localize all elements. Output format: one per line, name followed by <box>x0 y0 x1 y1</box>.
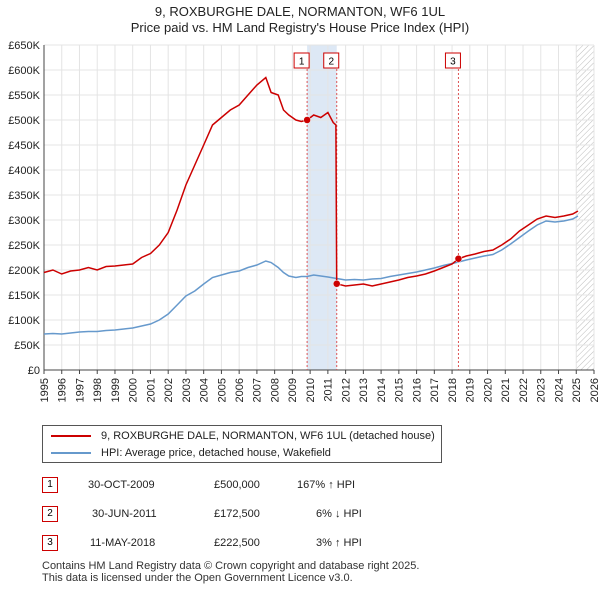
future-hatch <box>576 45 594 370</box>
legend-label-property: 9, ROXBURGHE DALE, NORMANTON, WF6 1UL (d… <box>101 430 435 442</box>
sale-price: £172,500 <box>214 508 260 520</box>
sale-marker-label: 3 <box>450 57 456 68</box>
footer-attribution: Contains HM Land Registry data © Crown c… <box>42 560 419 584</box>
x-tick-label: 2015 <box>394 378 406 402</box>
sale-hpi-change: 167% ↑ HPI <box>297 479 356 491</box>
x-tick-label: 2020 <box>482 378 494 402</box>
footer-licence: This data is licensed under the Open Gov… <box>42 572 353 584</box>
x-tick-label: 2002 <box>163 378 175 402</box>
x-tick-label: 2001 <box>145 378 157 402</box>
x-tick-label: 2010 <box>305 378 317 402</box>
sale-number-badge: 2 <box>42 506 58 522</box>
x-tick-label: 1997 <box>74 378 86 402</box>
sale-point <box>303 116 311 124</box>
legend-label-hpi: HPI: Average price, detached house, Wake… <box>101 447 331 459</box>
y-tick-label: £100K <box>8 315 40 327</box>
x-tick-label: 2008 <box>269 378 281 402</box>
legend-swatch-hpi <box>51 452 91 454</box>
x-tick-label: 2007 <box>252 378 264 402</box>
series-line <box>43 76 579 287</box>
sale-marker-box <box>323 52 340 69</box>
chart-legend: 9, ROXBURGHE DALE, NORMANTON, WF6 1UL (d… <box>42 425 442 463</box>
y-tick-label: £150K <box>8 290 40 302</box>
chart-title-subtitle: Price paid vs. HM Land Registry's House … <box>130 20 470 35</box>
y-tick-label: £250K <box>8 240 40 252</box>
x-tick-label: 2011 <box>323 378 335 402</box>
x-tick-label: 2003 <box>181 378 193 402</box>
y-tick-label: £300K <box>8 215 40 227</box>
x-tick-label: 2012 <box>340 378 352 402</box>
y-tick-label: £450K <box>8 140 40 152</box>
x-tick-label: 1998 <box>92 378 104 402</box>
sale-number-badge: 1 <box>42 477 58 493</box>
y-tick-label: £600K <box>8 65 40 77</box>
sale-hpi-change: 3% ↑ HPI <box>316 537 362 549</box>
x-tick-label: 1999 <box>110 378 122 402</box>
sale-marker-label: 2 <box>328 57 334 68</box>
sale-price: £500,000 <box>214 479 260 491</box>
x-tick-label: 2014 <box>376 378 388 402</box>
sale-point <box>454 255 463 263</box>
y-tick-label: £350K <box>8 190 40 202</box>
sale-row: 2 30-JUN-2011 £172,500 6% ↓ HPI <box>42 504 562 524</box>
price-chart: £0 £50K £100K £150K £200K £250K £300K £350K £400… <box>8 40 600 402</box>
x-tick-label: 2000 <box>128 378 140 402</box>
y-tick-label: £50K <box>14 340 40 352</box>
x-tick-label: 2024 <box>553 378 565 402</box>
x-tick-label: 2013 <box>358 378 370 402</box>
sale-number-badge: 3 <box>42 535 58 551</box>
sale-point <box>332 280 341 288</box>
x-tick-label: 2019 <box>465 378 477 402</box>
legend-item-hpi: HPI: Average price, detached house, Wake… <box>51 445 331 461</box>
x-tick-label: 2009 <box>287 378 299 402</box>
legend-item-property: 9, ROXBURGHE DALE, NORMANTON, WF6 1UL (d… <box>51 428 435 444</box>
sale-date: 30-JUN-2011 <box>92 508 157 520</box>
y-tick-label: £200K <box>8 265 40 277</box>
sale-marker-label: 1 <box>299 57 305 68</box>
x-tick-label: 2006 <box>234 378 246 402</box>
legend-swatch-property <box>51 435 91 437</box>
y-tick-label: £400K <box>8 165 40 177</box>
x-tick-label: 2023 <box>536 378 548 402</box>
sale-date: 11-MAY-2018 <box>90 537 156 549</box>
footer-copyright: Contains HM Land Registry data © Crown c… <box>42 560 420 572</box>
y-tick-label: £650K <box>8 40 40 52</box>
x-tick-label: 2017 <box>429 378 441 402</box>
x-tick-label: 1995 <box>39 378 51 402</box>
x-tick-label: 2004 <box>199 378 211 402</box>
x-tick-label: 2016 <box>411 378 423 402</box>
x-tick-label: 1996 <box>57 378 69 402</box>
sale-hpi-change: 6% ↓ HPI <box>316 508 362 520</box>
sale-marker-box <box>444 52 461 69</box>
shaded-period <box>307 45 337 370</box>
sale-row: 1 30-OCT-2009 £500,000 167% ↑ HPI <box>42 475 562 495</box>
x-tick-label: 2026 <box>589 378 600 402</box>
series-line <box>43 215 579 335</box>
sale-price: £222,500 <box>214 537 260 549</box>
x-tick-label: 2018 <box>447 378 459 402</box>
sale-marker-box <box>293 52 310 69</box>
x-tick-label: 2025 <box>571 378 583 402</box>
x-tick-label: 2005 <box>216 378 228 402</box>
x-tick-label: 2022 <box>518 378 530 402</box>
y-tick-label: £500K <box>8 115 40 127</box>
x-tick-label: 2021 <box>500 378 512 402</box>
y-tick-label: £0 <box>28 365 40 377</box>
y-tick-label: £550K <box>8 90 40 102</box>
chart-title-address: 9, ROXBURGHE DALE, NORMANTON, WF6 1UL <box>154 4 446 19</box>
sale-date: 30-OCT-2009 <box>88 479 155 491</box>
sale-row: 3 11-MAY-2018 £222,500 3% ↑ HPI <box>42 533 562 553</box>
